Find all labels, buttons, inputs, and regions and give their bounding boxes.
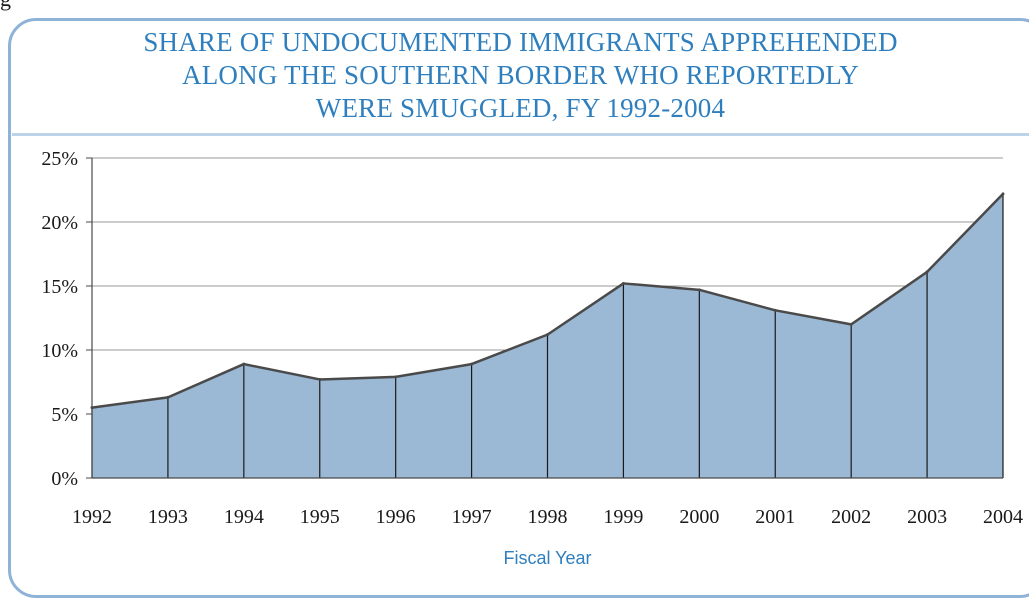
data-point — [1001, 192, 1005, 196]
data-point — [318, 377, 322, 381]
data-point — [546, 333, 549, 337]
y-tick-label: 5% — [51, 404, 78, 426]
chart-title-line-2: ALONG THE SOUTHERN BORDER WHO REPORTEDLY — [182, 60, 859, 90]
chart-title-line-1: SHARE OF UNDOCUMENTED IMMIGRANTS APPREHE… — [143, 27, 898, 57]
y-tick-label: 25% — [41, 148, 78, 170]
figure-label: g — [0, 0, 11, 12]
x-tick-label: 1995 — [300, 506, 340, 528]
data-point — [697, 288, 701, 292]
data-point — [470, 362, 474, 366]
x-tick-label: 2003 — [907, 506, 947, 528]
x-tick-label: 1999 — [603, 506, 643, 528]
x-tick-label: 2002 — [831, 506, 871, 528]
title-divider — [12, 133, 1029, 136]
x-tick-label: 1994 — [224, 506, 264, 528]
x-tick-label: 1997 — [452, 506, 492, 528]
chart-title: SHARE OF UNDOCUMENTED IMMIGRANTS APPREHE… — [12, 26, 1029, 125]
x-tick-label: 1998 — [528, 506, 568, 528]
y-tick-label: 10% — [41, 340, 78, 362]
x-tick-label: 2004 — [983, 506, 1023, 528]
data-point — [773, 308, 777, 312]
data-point — [166, 395, 170, 399]
data-point — [925, 270, 929, 274]
data-point — [242, 362, 246, 366]
x-tick-label: 2000 — [679, 506, 719, 528]
data-point — [394, 375, 398, 379]
chart-title-line-3: WERE SMUGGLED, FY 1992-2004 — [315, 93, 726, 123]
x-tick-label: 1996 — [376, 506, 416, 528]
x-tick-label: 2001 — [755, 506, 795, 528]
y-tick-label: 15% — [41, 276, 78, 298]
x-axis-label: Fiscal Year — [503, 548, 591, 568]
y-tick-label: 20% — [41, 212, 78, 234]
x-tick-label: 1992 — [72, 506, 112, 528]
area-chart: 0% 5% 10% 15% 20% 25% 1992 1993 1994 1995 1996 1997… — [41, 148, 1023, 568]
y-tick-label: 0% — [51, 468, 78, 490]
x-tick-label: 1993 — [148, 506, 188, 528]
data-point — [621, 281, 625, 285]
data-point — [849, 322, 853, 326]
